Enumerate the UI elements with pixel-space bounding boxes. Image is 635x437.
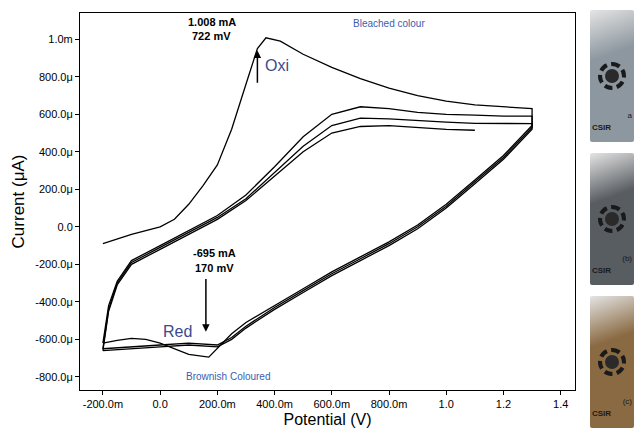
html-text:(b): (b) <box>622 253 632 263</box>
svg-text:-200.0m: -200.0m <box>83 398 123 410</box>
svg-text:-600.0μ: -600.0μ <box>35 333 73 345</box>
svg-text:1.0m: 1.0m <box>48 33 72 45</box>
svg-text:170 mV: 170 mV <box>195 262 234 274</box>
html-text:CSIR: CSIR <box>592 122 612 132</box>
svg-text:800.0m: 800.0m <box>371 398 408 410</box>
svg-text:Oxi: Oxi <box>265 57 289 74</box>
svg-text:600.0m: 600.0m <box>313 398 350 410</box>
svg-text:200.0μ: 200.0μ <box>39 183 73 195</box>
svg-text:200.0m: 200.0m <box>199 398 236 410</box>
svg-text:722 mV: 722 mV <box>192 30 231 42</box>
svg-text:400.0m: 400.0m <box>256 398 293 410</box>
svg-text:0.0: 0.0 <box>152 398 167 410</box>
svg-text:0.0: 0.0 <box>58 221 73 233</box>
svg-text:Brownish Coloured: Brownish Coloured <box>186 371 271 382</box>
svg-text:Current (μA): Current (μA) <box>9 155 28 249</box>
svg-text:-695 mA: -695 mA <box>193 247 236 259</box>
svg-text:800.0μ: 800.0μ <box>39 71 73 83</box>
svg-text:600.0μ: 600.0μ <box>39 108 73 120</box>
svg-text:-800.0μ: -800.0μ <box>35 371 73 383</box>
html-text:(c): (c) <box>622 396 632 406</box>
html-text:CSIR: CSIR <box>592 408 612 418</box>
svg-text:-400.0μ: -400.0μ <box>35 296 73 308</box>
svg-text:400.0μ: 400.0μ <box>39 146 73 158</box>
svg-text:1.0: 1.0 <box>439 398 454 410</box>
svg-text:1.008 mA: 1.008 mA <box>188 16 236 28</box>
html-text:a: a <box>627 110 632 120</box>
svg-text:-200.0μ: -200.0μ <box>35 258 73 270</box>
svg-text:1.2: 1.2 <box>496 398 511 410</box>
html-text:CSIR: CSIR <box>592 265 612 275</box>
svg-text:1.4: 1.4 <box>553 398 568 410</box>
svg-text:Potential (V): Potential (V) <box>283 411 371 428</box>
svg-text:Bleached colour: Bleached colour <box>353 18 425 29</box>
svg-text:Red: Red <box>163 323 192 340</box>
